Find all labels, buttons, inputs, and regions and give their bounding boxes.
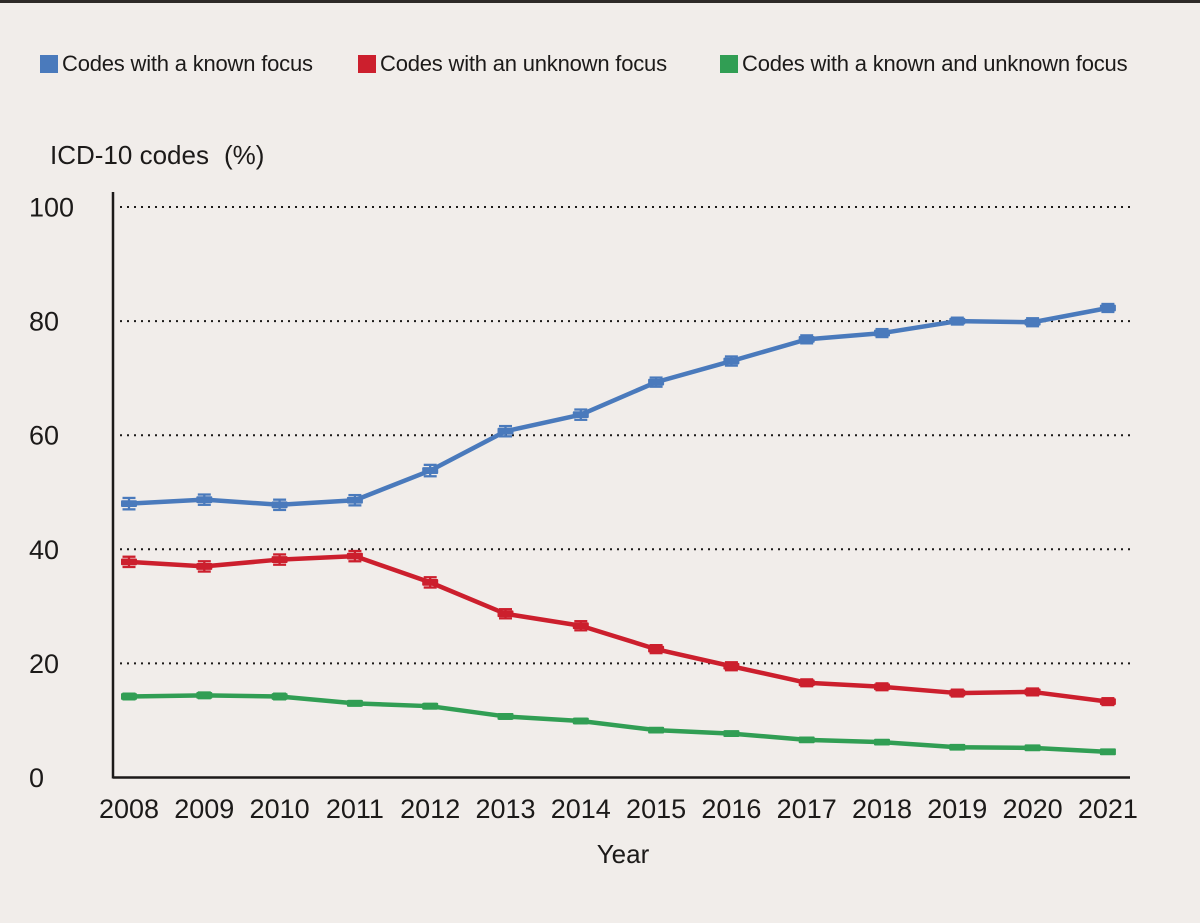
data-point-marker bbox=[271, 501, 288, 509]
data-point-marker bbox=[346, 496, 363, 504]
legend-item-known-and-unknown-focus: Codes with a known and unknown focus bbox=[720, 51, 1128, 76]
data-point-marker bbox=[497, 713, 514, 720]
legend-label-unknown-focus: Codes with an unknown focus bbox=[380, 51, 667, 76]
axes bbox=[111, 192, 1130, 779]
svg-text:2015: 2015 bbox=[626, 794, 686, 824]
data-point-marker bbox=[949, 689, 966, 697]
data-point-marker bbox=[572, 622, 589, 630]
data-point-marker bbox=[1024, 744, 1041, 752]
svg-text:2009: 2009 bbox=[174, 794, 234, 824]
data-point-marker bbox=[1099, 748, 1116, 756]
svg-text:2020: 2020 bbox=[1003, 794, 1063, 824]
top-border-rule bbox=[0, 0, 1200, 3]
x-tick-labels: 2008 2009 2010 2011 2012 2013 2014 2015 2016 2017… bbox=[99, 794, 1138, 824]
svg-text:2019: 2019 bbox=[927, 794, 987, 824]
data-point-marker bbox=[1024, 318, 1041, 326]
series-1 bbox=[121, 549, 1116, 707]
gridlines bbox=[120, 206, 1133, 665]
data-point-marker bbox=[1099, 698, 1116, 706]
data-point-marker bbox=[798, 335, 815, 343]
data-point-marker bbox=[422, 467, 439, 474]
data-point-marker bbox=[121, 693, 137, 700]
legend-swatch-blue bbox=[40, 55, 58, 73]
series-0 bbox=[121, 302, 1116, 512]
svg-text:2021: 2021 bbox=[1078, 794, 1138, 824]
data-point-marker bbox=[572, 717, 589, 725]
x-axis-title: Year bbox=[596, 839, 650, 869]
svg-text:2017: 2017 bbox=[777, 794, 837, 824]
data-point-marker bbox=[1024, 688, 1041, 696]
data-point-marker bbox=[572, 411, 589, 419]
legend-label-known-focus: Codes with a known focus bbox=[62, 51, 313, 76]
data-point-marker bbox=[346, 699, 363, 707]
data-point-marker bbox=[1099, 304, 1116, 312]
svg-text:2018: 2018 bbox=[852, 794, 912, 824]
series-line bbox=[126, 305, 1111, 508]
data-point-marker bbox=[497, 427, 514, 435]
svg-text:2016: 2016 bbox=[701, 794, 761, 824]
data-point-marker bbox=[723, 730, 740, 737]
svg-text:2008: 2008 bbox=[99, 794, 159, 824]
data-point-marker bbox=[271, 693, 288, 700]
legend-item-unknown-focus: Codes with an unknown focus bbox=[358, 51, 667, 76]
data-point-marker bbox=[196, 496, 213, 504]
y-tick-labels: 0 20 40 60 80 100 bbox=[29, 193, 74, 794]
data-point-marker bbox=[949, 317, 966, 325]
series-2 bbox=[121, 691, 1116, 756]
data-point-marker bbox=[949, 743, 966, 751]
data-point-marker bbox=[874, 329, 890, 337]
svg-text:40: 40 bbox=[29, 535, 59, 565]
legend-item-known-focus: Codes with a known focus bbox=[40, 51, 313, 76]
series-line bbox=[126, 553, 1111, 704]
svg-text:2013: 2013 bbox=[475, 794, 535, 824]
data-point-marker bbox=[346, 552, 363, 560]
legend-swatch-green bbox=[720, 55, 738, 73]
data-point-marker bbox=[121, 500, 137, 508]
data-point-marker bbox=[723, 357, 740, 365]
y-axis-unit-label: (%) bbox=[223, 140, 265, 170]
legend-swatch-red bbox=[358, 55, 376, 73]
data-point-marker bbox=[648, 378, 665, 386]
y-axis-title: ICD-10 codes (%) bbox=[50, 140, 264, 171]
data-point-marker bbox=[798, 736, 815, 744]
svg-text:0: 0 bbox=[29, 763, 44, 793]
series-line bbox=[126, 693, 1111, 755]
data-point-marker bbox=[723, 662, 740, 670]
svg-text:2010: 2010 bbox=[250, 794, 310, 824]
data-point-marker bbox=[196, 691, 213, 699]
svg-text:2014: 2014 bbox=[551, 794, 611, 824]
data-point-marker bbox=[874, 738, 890, 746]
svg-text:2012: 2012 bbox=[400, 794, 460, 824]
data-point-marker bbox=[648, 726, 665, 734]
svg-text:80: 80 bbox=[29, 307, 59, 337]
data-point-marker bbox=[422, 578, 439, 586]
data-point-marker bbox=[497, 610, 514, 618]
data-point-marker bbox=[196, 563, 213, 570]
svg-text:20: 20 bbox=[29, 649, 59, 679]
data-point-marker bbox=[648, 645, 665, 653]
data-point-marker bbox=[121, 558, 137, 566]
data-point-marker bbox=[422, 702, 439, 710]
data-point-marker bbox=[874, 683, 890, 691]
y-axis-title-text: ICD-10 codes bbox=[50, 140, 209, 170]
svg-text:100: 100 bbox=[29, 193, 74, 223]
data-point-marker bbox=[798, 679, 815, 687]
svg-text:2011: 2011 bbox=[326, 794, 384, 824]
svg-text:60: 60 bbox=[29, 421, 59, 451]
legend-label-known-and-unknown-focus: Codes with a known and unknown focus bbox=[742, 51, 1128, 76]
data-point-marker bbox=[271, 556, 288, 563]
